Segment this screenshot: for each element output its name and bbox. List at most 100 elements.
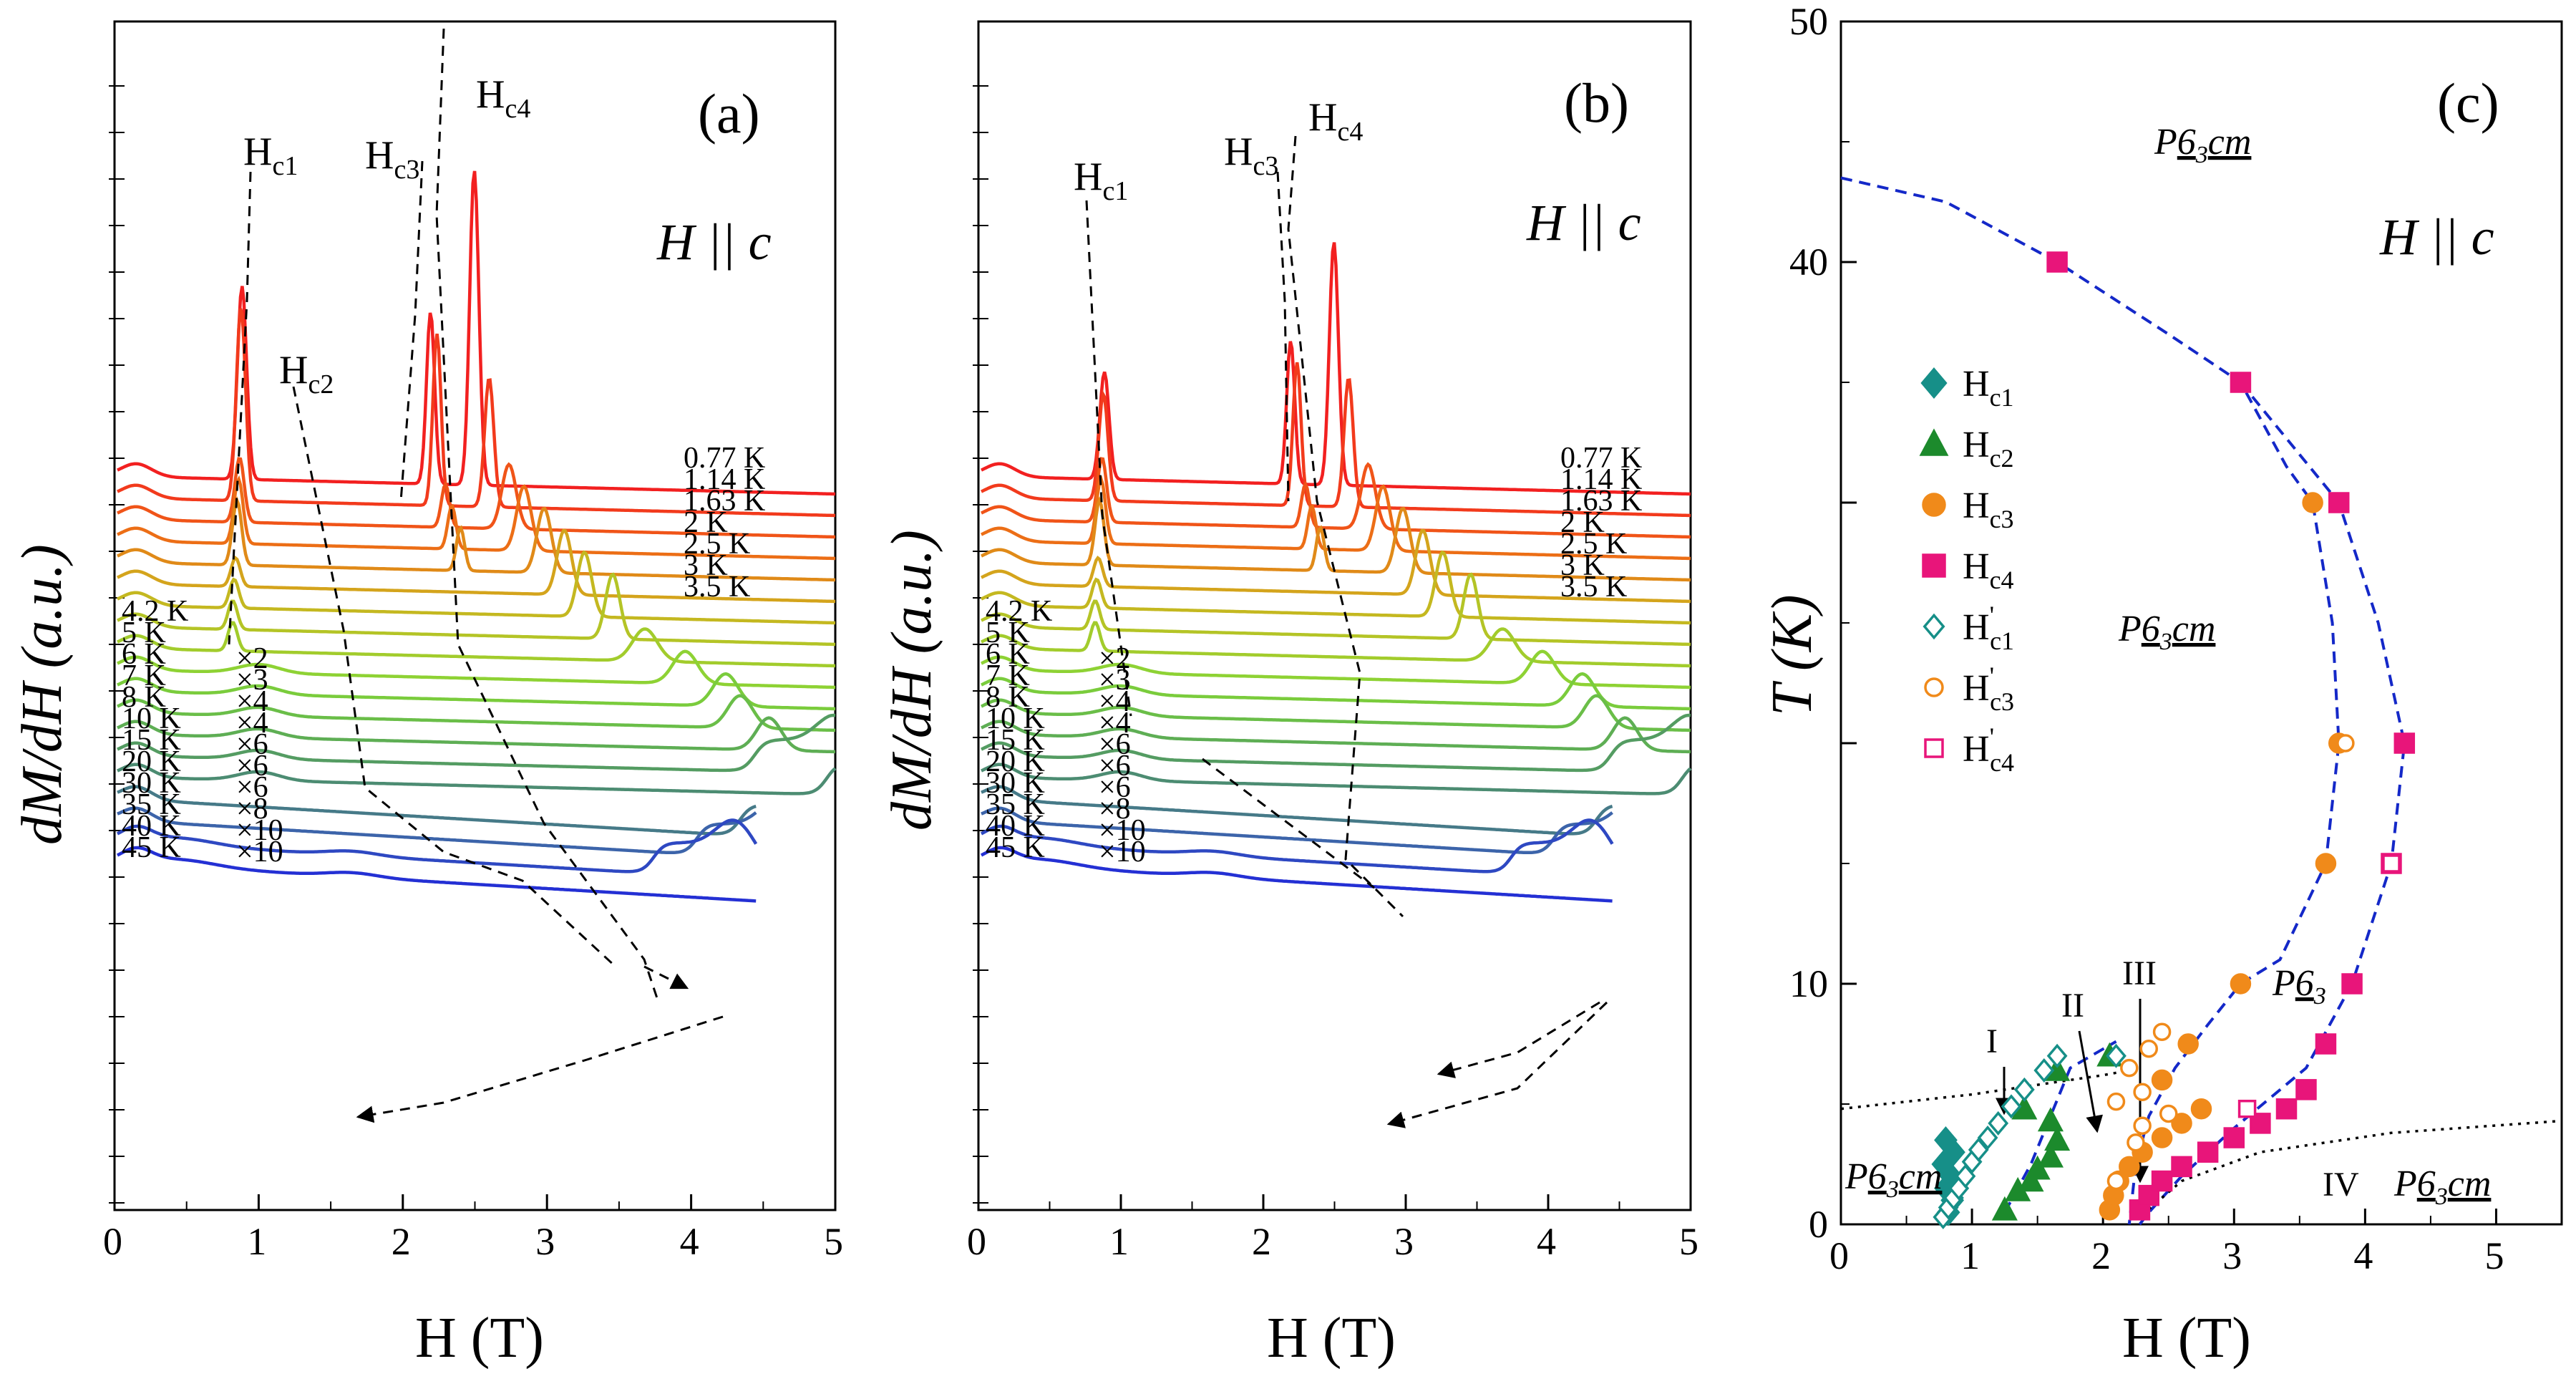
temp-label: 2 K: [1560, 506, 1605, 539]
point-hc3: [2315, 853, 2337, 874]
point-hc4: [2328, 492, 2350, 513]
point-hc4: [2197, 1141, 2219, 1163]
multiplier-label: ×10: [1099, 836, 1146, 868]
curve-30-K: [981, 785, 1613, 836]
multiplier-label: ×6: [236, 728, 268, 761]
y-tick-label: 50: [1789, 0, 1828, 43]
guide-line: [643, 965, 689, 989]
point-hc4: [2295, 1079, 2317, 1100]
transition-label: Hc2: [279, 348, 334, 400]
multiplier-label: ×6: [236, 750, 268, 783]
phase-label-iv: IV: [2323, 1166, 2359, 1204]
temp-label: 2.5 K: [684, 528, 750, 561]
point-hc2: [2018, 1167, 2044, 1192]
temp-label: 3.5 K: [1560, 571, 1627, 604]
guide-line: [1287, 135, 1404, 918]
curve-45-K: [116, 846, 757, 903]
point-hpc3: [2133, 1116, 2152, 1135]
curve-45-K: [980, 846, 1613, 903]
temp-label: 3 K: [1560, 549, 1605, 582]
point-hc3: [2151, 1069, 2173, 1091]
curve-1-14-K: [117, 308, 836, 518]
curve-35-K: [117, 806, 757, 855]
temp-label: 35 K: [122, 788, 181, 821]
multiplier-label: ×2: [236, 642, 268, 675]
curve-1-14-K: [981, 362, 1691, 518]
x-tick-label: 3: [1394, 1220, 1414, 1263]
x-tick-label: 0: [967, 1220, 986, 1263]
temp-label: 45 K: [122, 831, 181, 864]
temp-label: 1.63 K: [1560, 485, 1642, 518]
transition-label: Hc3: [1224, 130, 1278, 181]
transition-label: Hc4: [1308, 95, 1363, 147]
multiplier-label: ×8: [1099, 793, 1131, 826]
temp-label: 1.63 K: [684, 485, 765, 518]
transition-label: Hc1: [243, 130, 298, 181]
point-hc4: [2046, 251, 2068, 273]
curve-15-K: [981, 713, 1691, 773]
curve-20-K: [117, 763, 837, 795]
phase-boundary-hc4: [2138, 381, 2406, 1226]
point-hc4: [2393, 732, 2416, 754]
space-group-label: P63cm: [2118, 609, 2215, 655]
guide-line: [1276, 171, 1290, 502]
temp-label: 0.77 K: [684, 442, 765, 475]
curve-7-K: [117, 672, 836, 711]
temp-label: 30 K: [986, 767, 1045, 800]
multiplier-label: ×4: [236, 707, 268, 740]
legend-marker: [1922, 553, 1946, 578]
panel-b-xlabel: H (T): [1267, 1307, 1396, 1370]
point-hc2: [2044, 1126, 2071, 1151]
legend-label: Hc1: [1963, 364, 2014, 412]
temp-label: 1.14 K: [684, 463, 765, 496]
temp-label: 5 K: [122, 616, 166, 649]
curve-10-K: [981, 716, 1691, 754]
legend-label: H' c1: [1963, 601, 2014, 655]
phase-boundary-low: [2003, 1040, 2117, 1214]
point-hpc4: [2382, 854, 2401, 873]
panel-c-ylabel: T (K): [1761, 594, 1824, 716]
x-tick-label: 2: [2091, 1234, 2111, 1277]
multiplier-label: ×10: [1099, 814, 1146, 847]
point-hpc3: [2106, 1092, 2126, 1111]
temp-label: 10 K: [122, 702, 181, 735]
x-tick-label: 5: [2484, 1234, 2504, 1277]
curve-8-K: [981, 694, 1691, 732]
space-group-label: P63cm: [2154, 122, 2251, 168]
legend-label: Hc4: [1963, 546, 2014, 594]
curve-3-5-K: [981, 550, 1691, 625]
legend-marker: [1924, 677, 1944, 697]
point-hpc1: [2001, 1094, 2022, 1119]
point-hc4: [2341, 973, 2363, 995]
point-hc2: [2024, 1155, 2051, 1180]
panel-b-ylabel: dM/dH (a.u.): [880, 530, 943, 831]
x-tick-label: 2: [392, 1220, 411, 1263]
x-tick-label: 0: [1829, 1234, 1849, 1277]
guide-line: [1202, 758, 1375, 889]
point-hpc3: [2152, 1022, 2172, 1041]
guide-line: [1437, 1001, 1600, 1078]
point-hc3: [2171, 1113, 2192, 1134]
point-hpc1: [2033, 1058, 2055, 1083]
point-hpc3: [2127, 1133, 2145, 1152]
curve-1-63-K: [117, 457, 836, 539]
point-hc4: [2275, 1098, 2298, 1120]
temp-label: 35 K: [986, 788, 1045, 821]
legend-label: Hc3: [1963, 485, 2014, 533]
x-tick-label: 4: [680, 1220, 699, 1263]
panel-b-label: (b): [1564, 72, 1629, 134]
legend-marker: [1924, 738, 1944, 758]
curve-15-K: [117, 713, 836, 773]
curve-2-5-K: [981, 495, 1691, 582]
multiplier-label: ×4: [1099, 707, 1131, 740]
phase-label-i: I: [1986, 1022, 1998, 1060]
temp-label: 4.2 K: [986, 595, 1052, 628]
curve-20-K: [981, 763, 1692, 795]
temp-label: 7 K: [122, 659, 166, 692]
temp-label: 20 K: [986, 745, 1045, 778]
curve-10-K: [117, 716, 836, 754]
legend-label: Hc2: [1963, 425, 2014, 473]
temp-label: 0.77 K: [1560, 442, 1642, 475]
curve-8-K: [117, 694, 836, 732]
guide-line: [435, 28, 660, 1003]
